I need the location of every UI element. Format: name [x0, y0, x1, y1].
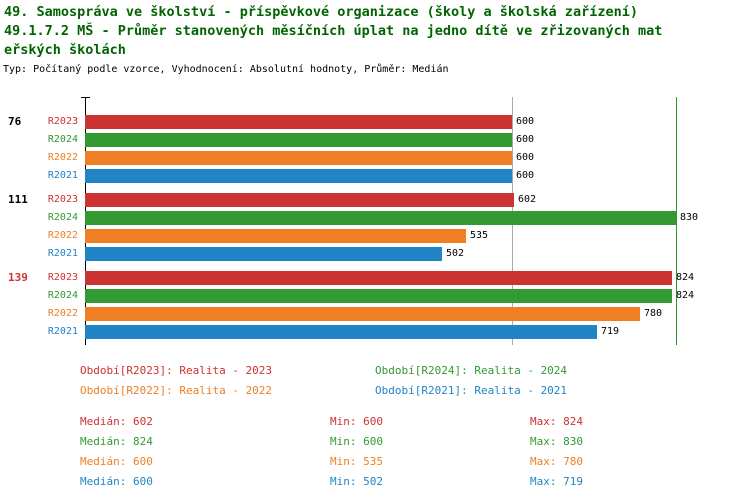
stat-max: Max: 780	[530, 455, 583, 468]
stat-median: Medián: 602	[80, 415, 153, 428]
bar-value-label: 600	[516, 116, 535, 127]
bar-value-label: 780	[644, 308, 663, 319]
bar-value-label: 602	[518, 194, 537, 205]
legend-item: Období[R2022]: Realita - 2022	[80, 384, 273, 397]
report-title-line-1: 49. Samospráva ve školství - příspěvkové…	[4, 4, 638, 20]
bar-chart: 76 R2023 600 R2024 600 R2022 600 R2021 600 111 R20…	[0, 95, 750, 353]
bar	[85, 193, 514, 207]
group-label: 139	[8, 271, 28, 284]
bar	[85, 169, 512, 183]
reference-line	[676, 97, 677, 345]
group-label: 76	[8, 115, 22, 128]
stat-max: Max: 719	[530, 475, 583, 488]
legend-item: Období[R2023]: Realita - 2023	[80, 364, 273, 377]
series-label: R2024	[47, 290, 78, 301]
bar	[85, 289, 672, 303]
series-label: R2021	[47, 326, 78, 337]
chart-stats: Medián: 602 Min: 600 Max: 824 Medián: 824 Mi…	[0, 415, 750, 495]
bar-value-label: 719	[601, 326, 620, 337]
stat-max: Max: 830	[530, 435, 583, 448]
series-label: R2023	[47, 272, 78, 283]
group-label: 111	[8, 193, 28, 206]
stat-min: Min: 600	[330, 435, 383, 448]
bar-value-label: 535	[470, 230, 489, 241]
series-label: R2023	[47, 116, 78, 127]
bar	[85, 307, 640, 321]
report-meta: Typ: Počítaný podle vzorce, Vyhodnocení:…	[3, 64, 449, 75]
bar	[85, 151, 512, 165]
series-label: R2022	[47, 308, 78, 319]
bar-value-label: 600	[516, 152, 535, 163]
bar-value-label: 830	[680, 212, 699, 223]
bar	[85, 211, 676, 225]
series-label: R2021	[47, 248, 78, 259]
stat-min: Min: 502	[330, 475, 383, 488]
report-title-line-2: 49.1.7.2 MŠ - Průměr stanovených měsíční…	[4, 23, 663, 39]
bar-value-label: 600	[516, 134, 535, 145]
y-axis-tick	[81, 97, 90, 98]
bar	[85, 133, 512, 147]
bar-value-label: 502	[446, 248, 465, 259]
legend-item: Období[R2021]: Realita - 2021	[375, 384, 568, 397]
stat-median: Medián: 600	[80, 475, 153, 488]
stat-max: Max: 824	[530, 415, 583, 428]
chart-legend: Období[R2023]: Realita - 2023 Období[R202…	[0, 360, 750, 406]
legend-item: Období[R2024]: Realita - 2024	[375, 364, 568, 377]
stat-min: Min: 600	[330, 415, 383, 428]
stat-median: Medián: 600	[80, 455, 153, 468]
series-label: R2023	[47, 194, 78, 205]
series-label: R2022	[47, 230, 78, 241]
bar-value-label: 824	[676, 290, 695, 301]
series-label: R2024	[47, 212, 78, 223]
bar	[85, 271, 672, 285]
bar-value-label: 600	[516, 170, 535, 181]
bar	[85, 247, 442, 261]
stat-median: Medián: 824	[80, 435, 153, 448]
bar	[85, 115, 512, 129]
bar-value-label: 824	[676, 272, 695, 283]
series-label: R2024	[47, 134, 78, 145]
bar	[85, 229, 466, 243]
series-label: R2022	[47, 152, 78, 163]
stat-min: Min: 535	[330, 455, 383, 468]
report-title-line-3: eřských školách	[4, 42, 126, 58]
series-label: R2021	[47, 170, 78, 181]
bar	[85, 325, 597, 339]
